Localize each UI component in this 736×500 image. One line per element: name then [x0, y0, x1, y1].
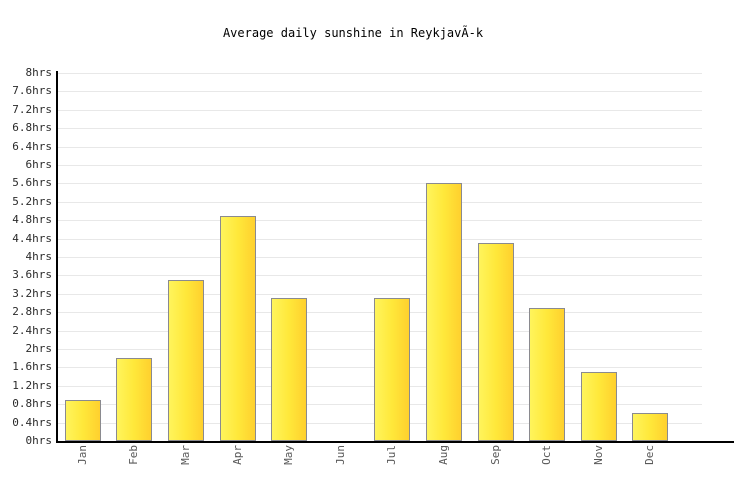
y-tick-label: 1.6hrs [12, 360, 52, 373]
y-tick-label: 6.4hrs [12, 140, 52, 153]
gridline [56, 220, 702, 221]
bar-dec [632, 413, 668, 441]
y-tick-label: 3.6hrs [12, 268, 52, 281]
gridline [56, 239, 702, 240]
y-tick-label: 0hrs [25, 434, 53, 447]
bar-sep [478, 243, 514, 441]
y-tick-label: 7.6hrs [12, 84, 52, 97]
gridline [56, 183, 702, 184]
x-axis-label-oct: Oct [540, 445, 553, 465]
gridline [56, 294, 702, 295]
bar-nov [581, 372, 617, 441]
gridline [56, 73, 702, 74]
y-tick-label: 8hrs [25, 66, 53, 79]
gridline [56, 147, 702, 148]
gridline [56, 257, 702, 258]
x-axis-label-apr: Apr [231, 445, 244, 465]
bar-apr [220, 216, 256, 441]
y-tick-label: 3.2hrs [12, 287, 52, 300]
gridline [56, 128, 702, 129]
x-axis-label-aug: Aug [437, 445, 450, 465]
y-tick-label: 4.4hrs [12, 232, 52, 245]
bar-oct [529, 308, 565, 441]
y-tick-label: 5.6hrs [12, 176, 52, 189]
y-axis-line [56, 71, 58, 443]
y-tick-label: 1.2hrs [12, 379, 52, 392]
y-tick-label: 0.8hrs [12, 397, 52, 410]
gridline [56, 91, 702, 92]
x-axis-label-jul: Jul [385, 445, 398, 465]
x-axis-label-jun: Jun [334, 445, 347, 465]
gridline [56, 110, 702, 111]
bar-feb [116, 358, 152, 441]
x-axis-label-jan: Jan [76, 445, 89, 465]
bar-may [271, 298, 307, 441]
x-axis-label-dec: Dec [643, 445, 656, 465]
gridline [56, 275, 702, 276]
gridline [56, 202, 702, 203]
x-axis-label-nov: Nov [592, 445, 605, 465]
chart-title: Average daily sunshine in ReykjavÃ-k [222, 26, 484, 40]
x-axis-label-may: May [282, 445, 295, 465]
y-tick-label: 0.4hrs [12, 416, 52, 429]
y-tick-label: 6hrs [25, 158, 53, 171]
gridline [56, 165, 702, 166]
x-axis-line [56, 441, 734, 443]
y-tick-label: 7.2hrs [12, 103, 52, 116]
x-axis-label-sep: Sep [489, 445, 502, 465]
y-tick-label: 4.8hrs [12, 213, 52, 226]
x-axis-label-mar: Mar [179, 445, 192, 465]
bar-jan [65, 400, 101, 441]
bar-mar [168, 280, 204, 441]
bar-jul [374, 298, 410, 441]
y-tick-label: 6.8hrs [12, 121, 52, 134]
y-tick-label: 4hrs [25, 250, 53, 263]
bar-aug [426, 183, 462, 441]
x-axis-label-feb: Feb [127, 445, 140, 465]
y-tick-label: 2.4hrs [12, 324, 52, 337]
y-tick-label: 5.2hrs [12, 195, 52, 208]
y-tick-label: 2.8hrs [12, 305, 52, 318]
y-tick-label: 2hrs [25, 342, 53, 355]
